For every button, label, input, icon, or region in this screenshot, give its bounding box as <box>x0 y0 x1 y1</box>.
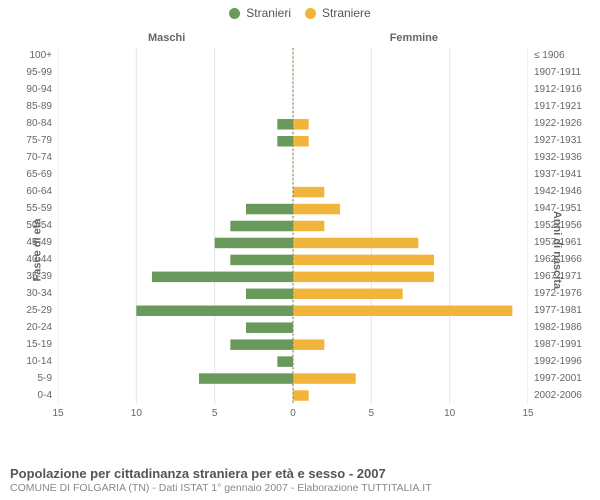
bar-female <box>293 390 309 401</box>
bar-female <box>293 221 324 232</box>
ytick-birth: 1992-1996 <box>534 357 582 367</box>
bar-male <box>152 272 293 283</box>
ytick-age: 20-24 <box>8 323 52 333</box>
ytick-age: 85-89 <box>8 102 52 112</box>
legend-label-female: Straniere <box>322 6 371 20</box>
bar-male <box>136 306 293 317</box>
bar-female <box>293 187 324 198</box>
bar-female <box>293 136 309 147</box>
bar-female <box>293 119 309 130</box>
bar-female <box>293 272 434 283</box>
xtick: 5 <box>369 408 375 419</box>
ytick-birth: 1947-1951 <box>534 204 582 214</box>
ytick-birth: 1922-1926 <box>534 119 582 129</box>
xtick: 0 <box>290 408 296 419</box>
ytick-birth: 2002-2006 <box>534 391 582 401</box>
pyramid-chart: Stranieri Straniere Fasce di età Anni di… <box>0 0 600 500</box>
ytick-age: 80-84 <box>8 119 52 129</box>
bar-male <box>230 255 293 266</box>
bar-male <box>246 322 293 333</box>
ytick-age: 25-29 <box>8 306 52 316</box>
ytick-age: 15-19 <box>8 340 52 350</box>
ytick-age: 55-59 <box>8 204 52 214</box>
pyramid-svg <box>58 28 528 428</box>
ytick-age: 75-79 <box>8 136 52 146</box>
legend-item-male: Stranieri <box>229 6 291 20</box>
ytick-birth: 1937-1941 <box>534 170 582 180</box>
ytick-age: 5-9 <box>8 374 52 384</box>
bar-female <box>293 204 340 215</box>
bar-male <box>246 204 293 215</box>
ytick-birth: 1972-1976 <box>534 289 582 299</box>
bar-male <box>230 221 293 232</box>
ytick-age: 70-74 <box>8 153 52 163</box>
bar-male <box>246 289 293 300</box>
ytick-birth: 1997-2001 <box>534 374 582 384</box>
xtick: 10 <box>131 408 142 419</box>
bar-female <box>293 238 418 249</box>
ytick-birth: 1927-1931 <box>534 136 582 146</box>
footer-title: Popolazione per cittadinanza straniera p… <box>10 466 432 481</box>
bar-female <box>293 306 512 317</box>
legend-swatch-male <box>229 8 240 19</box>
bar-male <box>277 136 293 147</box>
ytick-age: 0-4 <box>8 391 52 401</box>
header-female: Femmine <box>390 32 438 44</box>
legend: Stranieri Straniere <box>0 0 600 20</box>
bar-female <box>293 373 356 384</box>
ytick-age: 45-49 <box>8 238 52 248</box>
ytick-birth: 1987-1991 <box>534 340 582 350</box>
ytick-birth: 1942-1946 <box>534 187 582 197</box>
xtick: 15 <box>522 408 533 419</box>
ytick-age: 60-64 <box>8 187 52 197</box>
bar-male <box>199 373 293 384</box>
bar-female <box>293 339 324 350</box>
ytick-birth: ≤ 1906 <box>534 51 565 61</box>
legend-label-male: Stranieri <box>246 6 291 20</box>
bar-male <box>215 238 293 249</box>
chart-footer: Popolazione per cittadinanza straniera p… <box>10 466 432 494</box>
ytick-birth: 1907-1911 <box>534 68 581 78</box>
bar-female <box>293 289 403 300</box>
ytick-age: 100+ <box>8 51 52 61</box>
ytick-birth: 1912-1916 <box>534 85 582 95</box>
ytick-birth: 1932-1936 <box>534 153 582 163</box>
header-male: Maschi <box>148 32 185 44</box>
ytick-age: 90-94 <box>8 85 52 95</box>
legend-swatch-female <box>305 8 316 19</box>
ytick-birth: 1952-1956 <box>534 221 582 231</box>
bar-male <box>230 339 293 350</box>
ytick-age: 65-69 <box>8 170 52 180</box>
ytick-birth: 1917-1921 <box>534 102 582 112</box>
ytick-birth: 1962-1966 <box>534 255 582 265</box>
footer-subtitle: COMUNE DI FOLGARIA (TN) - Dati ISTAT 1° … <box>10 482 432 494</box>
ytick-age: 10-14 <box>8 357 52 367</box>
ytick-age: 30-34 <box>8 289 52 299</box>
ytick-birth: 1977-1981 <box>534 306 582 316</box>
xtick: 10 <box>444 408 455 419</box>
bar-male <box>277 119 293 130</box>
plot-area: Maschi Femmine 100+≤ 190695-991907-19119… <box>58 28 528 428</box>
ytick-birth: 1982-1986 <box>534 323 582 333</box>
ytick-birth: 1957-1961 <box>534 238 582 248</box>
bar-female <box>293 255 434 266</box>
legend-item-female: Straniere <box>305 6 371 20</box>
ytick-birth: 1967-1971 <box>534 272 582 282</box>
ytick-age: 40-44 <box>8 255 52 265</box>
ytick-age: 95-99 <box>8 68 52 78</box>
xtick: 5 <box>212 408 218 419</box>
xtick: 15 <box>52 408 63 419</box>
ytick-age: 35-39 <box>8 272 52 282</box>
ytick-age: 50-54 <box>8 221 52 231</box>
bar-male <box>277 356 293 367</box>
